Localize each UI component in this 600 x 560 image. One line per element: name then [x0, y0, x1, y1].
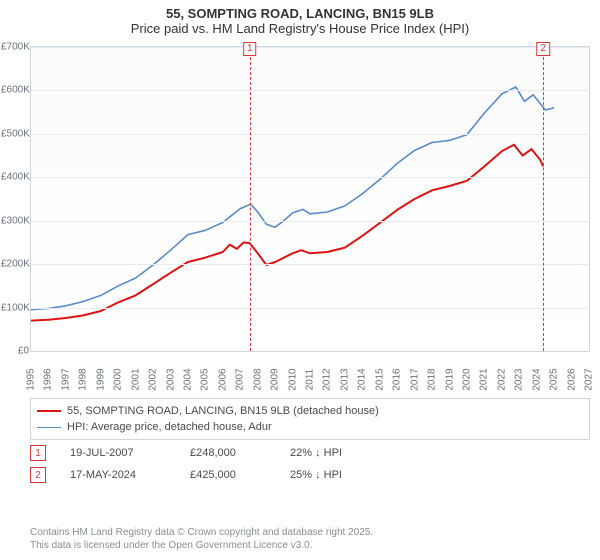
- event-price: £425,000: [190, 469, 290, 481]
- x-axis-label: 2006: [217, 368, 228, 390]
- legend: 55, SOMPTING ROAD, LANCING, BN15 9LB (de…: [30, 398, 590, 440]
- x-axis-label: 2018: [427, 368, 438, 390]
- y-axis-label: £400K: [1, 172, 29, 183]
- x-axis-label: 2001: [130, 368, 141, 390]
- y-axis-label: £300K: [1, 215, 29, 226]
- x-axis-label: 2004: [182, 368, 193, 390]
- event-vertical-line: [250, 47, 251, 351]
- x-axis-label: 1997: [60, 368, 71, 390]
- plot-area: £0£100K£200K£300K£400K£500K£600K£700K199…: [30, 46, 590, 352]
- chart-title-address: 55, SOMPTING ROAD, LANCING, BN15 9LB: [0, 6, 600, 21]
- event-row: 2 17-MAY-2024 £425,000 25% ↓ HPI: [30, 464, 590, 486]
- x-axis-label: 2000: [113, 368, 124, 390]
- legend-swatch-hpi: [37, 427, 61, 428]
- y-axis-label: £0: [1, 346, 29, 357]
- y-axis-label: £700K: [1, 42, 29, 53]
- x-axis-label: 2012: [322, 368, 333, 390]
- x-axis-label: 2017: [409, 368, 420, 390]
- legend-label-price: 55, SOMPTING ROAD, LANCING, BN15 9LB (de…: [67, 405, 379, 417]
- x-axis-label: 2023: [514, 368, 525, 390]
- chart-title-block: 55, SOMPTING ROAD, LANCING, BN15 9LB Pri…: [0, 0, 600, 36]
- event-date: 17-MAY-2024: [70, 469, 190, 481]
- event-marker-box: 1: [30, 445, 46, 461]
- event-marker-label: 1: [243, 42, 257, 56]
- x-axis-label: 2026: [566, 368, 577, 390]
- y-axis-label: £600K: [1, 85, 29, 96]
- chart-area: £0 £100K £200K £300K £400K £500K £600K £700K 199…: [0, 44, 600, 394]
- x-axis-label: 2005: [200, 368, 211, 390]
- x-axis-label: 2025: [549, 368, 560, 390]
- x-axis-label: 2015: [374, 368, 385, 390]
- chart-svg: [31, 47, 589, 351]
- event-note: 25% ↓ HPI: [290, 469, 342, 481]
- x-axis-label: 1999: [95, 368, 106, 390]
- x-axis-label: 1998: [78, 368, 89, 390]
- x-axis-label: 2008: [252, 368, 263, 390]
- event-note: 22% ↓ HPI: [290, 447, 342, 459]
- footer-line-2: This data is licensed under the Open Gov…: [30, 539, 590, 552]
- legend-label-hpi: HPI: Average price, detached house, Adur: [67, 421, 272, 433]
- legend-swatch-price: [37, 410, 61, 412]
- x-axis-label: 2024: [531, 368, 542, 390]
- x-axis-label: 2016: [392, 368, 403, 390]
- event-vertical-line: [543, 47, 544, 351]
- event-price: £248,000: [190, 447, 290, 459]
- x-axis-label: 2022: [496, 368, 507, 390]
- event-date: 19-JUL-2007: [70, 447, 190, 459]
- legend-row: 55, SOMPTING ROAD, LANCING, BN15 9LB (de…: [37, 403, 583, 419]
- footer-line-1: Contains HM Land Registry data © Crown c…: [30, 526, 590, 539]
- x-axis-label: 2014: [357, 368, 368, 390]
- chart-title-sub: Price paid vs. HM Land Registry's House …: [0, 21, 600, 36]
- footer-attribution: Contains HM Land Registry data © Crown c…: [30, 526, 590, 552]
- x-axis-label: 2007: [235, 368, 246, 390]
- x-axis-label: 2021: [479, 368, 490, 390]
- x-axis-label: 1996: [43, 368, 54, 390]
- event-marker-box: 2: [30, 467, 46, 483]
- series-price_paid: [31, 145, 543, 321]
- legend-row: HPI: Average price, detached house, Adur: [37, 419, 583, 435]
- event-table: 1 19-JUL-2007 £248,000 22% ↓ HPI 2 17-MA…: [30, 442, 590, 486]
- series-hpi: [31, 87, 554, 310]
- x-axis-label: 2013: [339, 368, 350, 390]
- x-axis-label: 2027: [584, 368, 595, 390]
- x-axis-label: 2002: [148, 368, 159, 390]
- x-axis-label: 2019: [444, 368, 455, 390]
- x-axis-label: 1995: [26, 368, 37, 390]
- y-axis-label: £500K: [1, 128, 29, 139]
- event-marker-label: 2: [536, 42, 550, 56]
- x-axis-label: 2011: [305, 369, 316, 391]
- y-axis-label: £100K: [1, 302, 29, 313]
- x-axis-label: 2003: [165, 368, 176, 390]
- event-row: 1 19-JUL-2007 £248,000 22% ↓ HPI: [30, 442, 590, 464]
- x-axis-label: 2009: [270, 368, 281, 390]
- y-axis-label: £200K: [1, 259, 29, 270]
- x-axis-label: 2020: [461, 368, 472, 390]
- x-axis-label: 2010: [287, 368, 298, 390]
